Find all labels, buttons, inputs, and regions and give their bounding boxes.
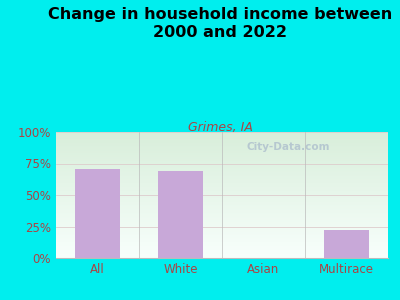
Bar — [324, 230, 369, 258]
Text: Grimes, IA: Grimes, IA — [188, 122, 252, 134]
Bar — [158, 171, 203, 258]
Text: City-Data.com: City-Data.com — [247, 142, 330, 152]
Bar — [75, 169, 120, 258]
Text: Change in household income between
2000 and 2022: Change in household income between 2000 … — [48, 8, 392, 40]
